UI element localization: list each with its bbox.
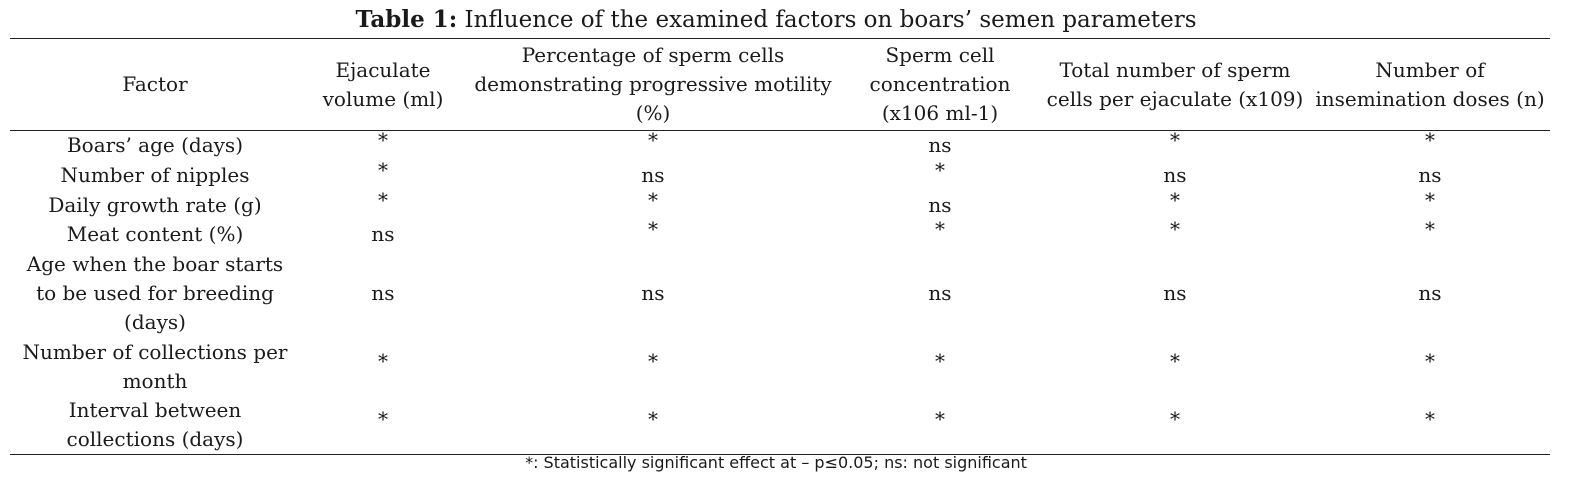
cell-ejaculate-volume: ns bbox=[300, 220, 466, 249]
cell-insemination-doses: * bbox=[1310, 396, 1550, 455]
cell-value: ns bbox=[928, 133, 952, 158]
cell-total-sperm-cells: * bbox=[1040, 128, 1310, 161]
row-meat-content: Meat content (%) ns * * * * bbox=[10, 217, 1550, 249]
column-header-progressive-motility: Percentage of sperm cells demonstrating … bbox=[474, 43, 832, 125]
cell-value: ns bbox=[1418, 280, 1442, 305]
cell-value: ns bbox=[928, 192, 952, 217]
cell-ejaculate-volume: * bbox=[300, 396, 466, 455]
cell-value: * bbox=[1170, 407, 1180, 431]
cell-insemination-doses: ns bbox=[1310, 249, 1550, 338]
row-interval-between-collections: Interval between collections (days) * * * * * bbox=[10, 396, 1550, 455]
cell-value: * bbox=[378, 158, 388, 182]
cell-value: * bbox=[1170, 187, 1180, 212]
cell-value: * bbox=[648, 187, 658, 212]
cell-progressive-motility: * bbox=[466, 188, 840, 220]
column-header-ejaculate-volume: Ejaculate volume (ml) bbox=[322, 57, 444, 111]
cell-value: * bbox=[935, 216, 945, 241]
caption-text: Influence of the examined factors on boa… bbox=[464, 7, 1197, 33]
cell-sperm-concentration: ns bbox=[840, 131, 1040, 161]
cell-value: ns bbox=[1163, 163, 1187, 187]
cell-value: * bbox=[1170, 349, 1180, 373]
cell-factor: Number of collections per month bbox=[22, 339, 288, 393]
column-header-sperm-concentration: Sperm cell concentration (x106 ml-1) bbox=[869, 43, 1011, 125]
cell-total-sperm-cells: * bbox=[1040, 396, 1310, 455]
cell-value: * bbox=[378, 349, 388, 373]
cell-total-sperm-cells: * bbox=[1040, 338, 1310, 396]
cell-sperm-concentration: * bbox=[840, 158, 1040, 191]
table-body: Boars’ age (days) * * ns * * Number of nipples… bbox=[10, 128, 1550, 455]
cell-insemination-doses: * bbox=[1310, 338, 1550, 396]
cell-factor: Interval between collections (days) bbox=[66, 397, 244, 451]
row-daily-growth-rate: Daily growth rate (g) * * ns * * bbox=[10, 188, 1550, 220]
cell-insemination-doses: ns bbox=[1310, 161, 1550, 191]
cell-value: * bbox=[935, 407, 945, 431]
column-header-factor: Factor bbox=[122, 72, 188, 96]
cell-progressive-motility: * bbox=[466, 338, 840, 396]
cell-sperm-concentration: * bbox=[840, 338, 1040, 396]
cell-value: * bbox=[378, 407, 388, 431]
cell-insemination-doses: * bbox=[1310, 188, 1550, 220]
cell-sperm-concentration: ns bbox=[840, 249, 1040, 338]
cell-value: * bbox=[935, 158, 945, 182]
cell-ejaculate-volume: * bbox=[300, 338, 466, 396]
cell-ejaculate-volume: * bbox=[300, 158, 466, 191]
cell-total-sperm-cells: ns bbox=[1040, 249, 1310, 338]
cell-value: ns bbox=[641, 280, 665, 305]
row-collections-per-month: Number of collections per month * * * * * bbox=[10, 338, 1550, 396]
cell-factor: Number of nipples bbox=[60, 163, 250, 187]
cell-factor: Meat content (%) bbox=[66, 221, 244, 246]
column-header-total-sperm-cells: Total number of sperm cells per ejaculat… bbox=[1046, 57, 1304, 111]
cell-sperm-concentration: ns bbox=[840, 191, 1040, 220]
cell-progressive-motility: ns bbox=[466, 161, 840, 191]
row-number-of-nipples: Number of nipples * ns * ns ns bbox=[10, 158, 1550, 191]
cell-value: * bbox=[378, 187, 388, 212]
cell-total-sperm-cells: * bbox=[1040, 188, 1310, 220]
cell-value: * bbox=[648, 128, 658, 153]
cell-progressive-motility: * bbox=[466, 128, 840, 161]
header-row: Factor Ejaculate volume (ml) Percentage … bbox=[10, 38, 1550, 131]
cell-sperm-concentration: * bbox=[840, 217, 1040, 249]
cell-value: * bbox=[648, 407, 658, 431]
cell-value: ns bbox=[371, 280, 395, 305]
cell-value: * bbox=[1425, 128, 1435, 153]
column-header-insemination-doses: Number of insemination doses (n) bbox=[1315, 57, 1545, 111]
table-footnote: *: Statistically significant effect at –… bbox=[525, 453, 1027, 472]
cell-progressive-motility: * bbox=[466, 396, 840, 455]
cell-value: * bbox=[1170, 128, 1180, 153]
cell-factor: Boars’ age (days) bbox=[66, 133, 243, 158]
data-table: Factor Ejaculate volume (ml) Percentage … bbox=[10, 38, 1550, 455]
cell-value: * bbox=[648, 349, 658, 373]
cell-progressive-motility: * bbox=[466, 217, 840, 249]
row-age-first-breeding-use: Age when the boar starts to be used for … bbox=[10, 249, 1550, 338]
cell-factor: Age when the boar starts to be used for … bbox=[26, 251, 284, 334]
cell-ejaculate-volume: * bbox=[300, 128, 466, 161]
caption-label: Table 1: bbox=[355, 6, 458, 33]
cell-factor: Daily growth rate (g) bbox=[48, 192, 262, 217]
cell-value: ns bbox=[371, 221, 395, 246]
cell-value: * bbox=[648, 216, 658, 241]
cell-progressive-motility: ns bbox=[466, 249, 840, 338]
cell-value: ns bbox=[928, 280, 952, 305]
cell-value: ns bbox=[641, 163, 665, 187]
cell-insemination-doses: * bbox=[1310, 217, 1550, 249]
cell-ejaculate-volume: ns bbox=[300, 249, 466, 338]
cell-value: * bbox=[378, 128, 388, 153]
cell-value: * bbox=[1170, 216, 1180, 241]
row-boars-age: Boars’ age (days) * * ns * * bbox=[10, 128, 1550, 161]
cell-total-sperm-cells: ns bbox=[1040, 161, 1310, 191]
cell-value: ns bbox=[1418, 163, 1442, 187]
cell-value: * bbox=[1425, 349, 1435, 373]
cell-ejaculate-volume: * bbox=[300, 188, 466, 220]
cell-total-sperm-cells: * bbox=[1040, 217, 1310, 249]
cell-value: * bbox=[935, 349, 945, 373]
cell-value: * bbox=[1425, 407, 1435, 431]
cell-sperm-concentration: * bbox=[840, 396, 1040, 455]
table-header: Factor Ejaculate volume (ml) Percentage … bbox=[10, 38, 1550, 131]
table-caption: Table 1: Influence of the examined facto… bbox=[0, 6, 1552, 34]
cell-value: * bbox=[1425, 216, 1435, 241]
cell-value: * bbox=[1425, 187, 1435, 212]
cell-value: ns bbox=[1163, 280, 1187, 305]
cell-insemination-doses: * bbox=[1310, 128, 1550, 161]
